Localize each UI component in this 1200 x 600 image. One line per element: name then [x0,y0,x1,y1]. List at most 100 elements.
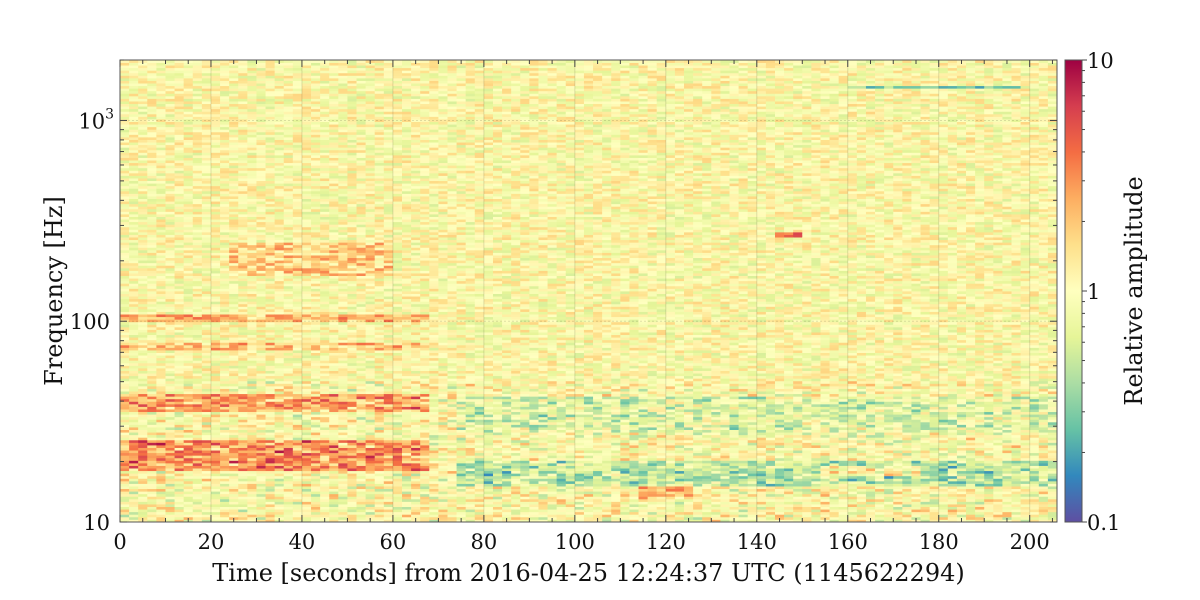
heatmap-cell [356,488,367,492]
heatmap-cell [174,498,185,502]
heatmap-cell [274,296,285,300]
heatmap-cell [356,203,367,207]
heatmap-cell [256,180,266,184]
heatmap-cell [238,260,248,264]
heatmap-cell [238,83,248,87]
heatmap-cell [347,152,357,156]
heatmap-cell [283,337,294,341]
heatmap-cell [129,170,139,174]
heatmap-cell [138,332,148,336]
heatmap-cell [229,137,239,140]
heatmap-cell [192,509,203,513]
heatmap-cell [229,424,239,428]
heatmap-cell [283,121,294,125]
heatmap-cell [138,357,148,361]
heatmap-cell [229,72,239,76]
heatmap-cell [192,193,203,197]
heatmap-cell [220,216,230,220]
heatmap-cell [147,93,157,97]
heatmap-cell [347,126,357,130]
heatmap-cell [311,473,321,477]
heatmap-cell [301,88,312,92]
heatmap-cell [147,496,157,500]
heatmap-cell [210,80,221,84]
heatmap-cell [347,70,357,74]
heatmap-cell [247,226,257,230]
heatmap-cell [183,385,194,389]
heatmap-cell [220,432,230,436]
heatmap-cell [320,244,330,248]
heatmap-cell [174,306,185,310]
heatmap-cell [265,393,276,397]
heatmap-cell [129,206,139,210]
heatmap-cell [274,85,285,89]
heatmap-cell [274,314,285,318]
heatmap-cell [165,178,175,182]
heatmap-cell [338,344,348,348]
heatmap-cell [183,429,194,433]
heatmap-cell [292,375,303,379]
heatmap-cell [329,198,339,202]
heatmap-cell [229,501,239,505]
heatmap-cell [320,144,330,148]
heatmap-cell [238,137,248,140]
heatmap-cell [247,442,257,446]
heatmap-cell [247,506,257,510]
heatmap-cell [201,342,212,346]
heatmap-cell [120,242,130,246]
heatmap-cell [292,162,303,166]
heatmap-cell [138,308,148,312]
heatmap-cell [183,478,194,482]
heatmap-cell [274,360,285,364]
heatmap-cell [347,85,357,89]
heatmap-cell [165,506,175,510]
heatmap-cell [356,365,367,369]
heatmap-cell [147,172,157,176]
heatmap-cell [156,80,166,84]
heatmap-cell [192,270,203,274]
heatmap-cell [129,180,139,184]
heatmap-cell [156,452,166,456]
heatmap-cell [329,416,339,420]
heatmap-cell [183,342,194,346]
heatmap-cell [210,457,221,461]
heatmap-cell [347,106,357,110]
heatmap-cell [365,196,376,199]
heatmap-cell [138,170,148,174]
heatmap-cell [229,437,239,441]
heatmap-cell [229,178,239,182]
heatmap-cell [256,306,266,310]
heatmap-cell [229,119,239,122]
heatmap-cell [129,393,139,397]
heatmap-cell [174,201,185,205]
heatmap-cell [256,185,266,189]
heatmap-cell [329,332,339,336]
heatmap-cell [256,355,266,359]
heatmap-cell [338,293,348,297]
heatmap-cell [338,142,348,146]
heatmap-cell [147,511,157,515]
heatmap-cell [311,198,321,202]
heatmap-cell [229,157,239,161]
heatmap-cell [129,455,139,459]
heatmap-cell [183,483,194,487]
heatmap-cell [329,152,339,156]
heatmap-cell [365,473,376,477]
heatmap-cell [320,421,330,425]
heatmap-cell [120,375,130,379]
heatmap-cell [210,344,221,348]
heatmap-cell [210,391,221,395]
heatmap-cell [265,70,276,74]
heatmap-cell [292,360,303,364]
heatmap-cell [347,437,357,441]
heatmap-cell [356,144,367,148]
heatmap-cell [138,506,148,510]
heatmap-cell [201,255,212,259]
heatmap-cell [356,352,367,356]
heatmap-cell [320,255,330,259]
heatmap-cell [147,506,157,510]
heatmap-cell [192,262,203,266]
heatmap-cell [147,486,157,490]
heatmap-cell [174,175,185,179]
heatmap-cell [138,196,148,199]
